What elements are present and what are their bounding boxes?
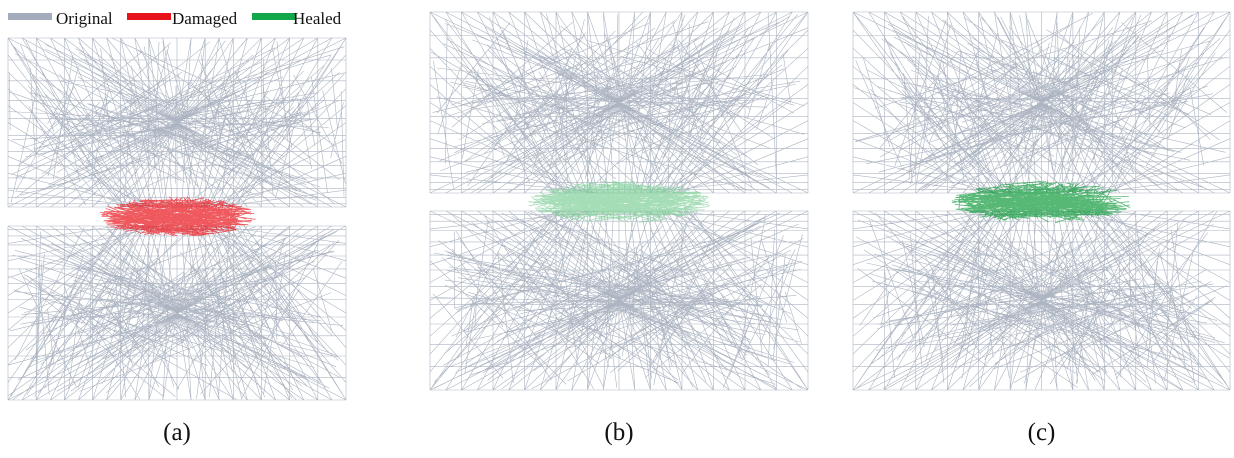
panels: (a) (b) (c) — [7, 11, 1231, 446]
panel: (c) — [852, 11, 1231, 446]
panel-label: (a) — [163, 419, 191, 446]
panel-label: (c) — [1028, 419, 1056, 446]
highlight-mesh — [951, 180, 1131, 224]
panel-label: (b) — [604, 419, 633, 446]
highlight-mesh — [528, 180, 710, 223]
mesh — [429, 11, 809, 391]
mesh — [852, 11, 1231, 391]
legend-swatch — [127, 13, 171, 20]
legend: Original Damaged Healed — [8, 9, 342, 28]
panel: (b) — [429, 11, 809, 446]
panel: (a) — [7, 37, 347, 446]
legend-swatch — [8, 13, 52, 20]
mesh — [7, 37, 347, 401]
legend-swatch — [252, 13, 296, 20]
legend-label: Damaged — [172, 9, 238, 28]
legend-label: Healed — [293, 9, 342, 28]
legend-label: Original — [56, 9, 113, 28]
highlight-mesh — [99, 196, 256, 237]
